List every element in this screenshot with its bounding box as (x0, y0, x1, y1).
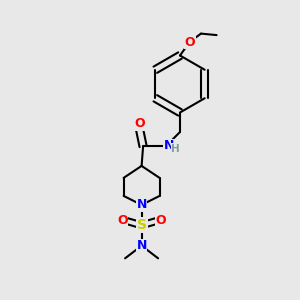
Text: N: N (136, 198, 147, 212)
Text: N: N (136, 239, 147, 252)
Text: O: O (184, 35, 195, 49)
Text: O: O (155, 214, 166, 227)
Text: O: O (134, 117, 145, 130)
Text: H: H (171, 144, 180, 154)
Text: N: N (164, 139, 174, 152)
Text: O: O (117, 214, 128, 227)
Text: S: S (136, 218, 147, 232)
